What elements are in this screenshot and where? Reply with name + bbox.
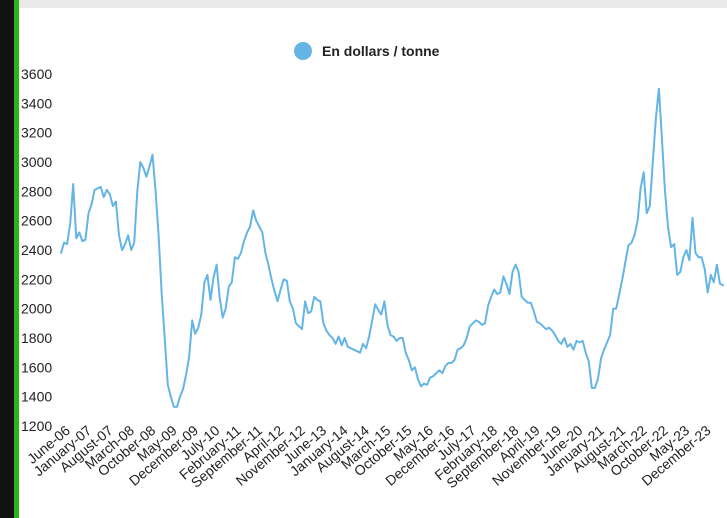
legend-label: En dollars / tonne xyxy=(322,43,440,59)
y-tick-label: 2400 xyxy=(21,242,52,258)
y-tick-label: 2200 xyxy=(21,271,52,287)
y-tick-label: 1600 xyxy=(21,359,52,375)
y-tick-label: 1800 xyxy=(21,330,52,346)
series-line-en-dollars-tonne xyxy=(60,87,724,408)
legend: En dollars / tonne xyxy=(294,42,440,60)
left-accent-bar xyxy=(14,0,19,518)
y-tick-label: 2000 xyxy=(21,301,52,317)
top-strip xyxy=(19,0,727,8)
y-tick-label: 3600 xyxy=(21,66,52,82)
price-line-chart: En dollars / tonne 1200 1400 1600 1800 2000 2… xyxy=(21,42,724,491)
y-tick-label: 2600 xyxy=(21,213,52,229)
y-axis-ticks: 1200 1400 1600 1800 2000 2200 2400 2600 2800 3000… xyxy=(21,66,52,434)
legend-marker xyxy=(294,42,312,60)
y-tick-label: 2800 xyxy=(21,183,52,199)
left-dark-bar xyxy=(0,0,14,518)
y-tick-label: 1200 xyxy=(21,418,52,434)
y-tick-label: 1400 xyxy=(21,389,52,405)
x-axis-ticks: June-06January-07August-07March-08Octobe… xyxy=(24,422,714,491)
y-tick-label: 3400 xyxy=(21,95,52,111)
y-tick-label: 3200 xyxy=(21,125,52,141)
y-tick-label: 3000 xyxy=(21,154,52,170)
